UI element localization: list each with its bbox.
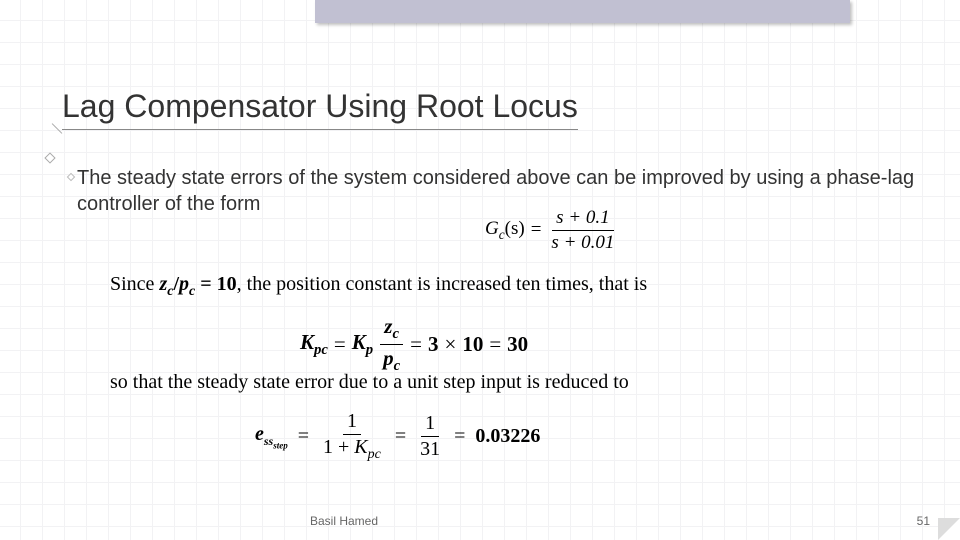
kpc-times: ×: [444, 332, 456, 357]
gc-num: s + 0.1: [552, 207, 613, 231]
ess-eq1: =: [298, 425, 309, 448]
since-suffix: , the position constant is increased ten…: [237, 273, 647, 295]
ess-num1: 1: [343, 410, 361, 435]
ess-den1-K: K: [354, 436, 367, 458]
kpc-eq1: =: [334, 332, 346, 357]
top-banner: [315, 0, 850, 23]
since-paragraph: Since zc/pc = 10, the position constant …: [110, 273, 647, 300]
gc-eq: =: [531, 219, 542, 241]
kpc-pc1: pc: [314, 342, 328, 358]
ess-step: step: [273, 440, 288, 450]
ess-eq2: =: [395, 425, 406, 448]
so-that-paragraph: so that the steady state error due to a …: [110, 371, 629, 394]
since-val: 10: [217, 273, 237, 295]
gc-arg: (s): [505, 218, 525, 239]
kpc-3: 3: [428, 332, 439, 357]
since-pc: p: [179, 273, 189, 295]
gc-den: s + 0.01: [547, 231, 618, 254]
formula-kpc: Kpc = Kp zc pc = 3 × 10 = 30: [300, 314, 528, 375]
ess-den1-pc: pc: [368, 447, 381, 462]
corner-fold-icon: [938, 518, 960, 540]
kpc-frac-den: p: [383, 346, 394, 370]
slide-title: Lag Compensator Using Root Locus: [62, 88, 578, 130]
ess-den2: 31: [416, 437, 444, 461]
kpc-frac-num-sub: c: [392, 326, 399, 342]
formula-ess: essstep = 1 1 + Kpc = 1 31 = 0.03226: [255, 410, 540, 463]
ess-result: 0.03226: [475, 425, 540, 448]
ess-ss: ss: [264, 434, 273, 448]
formula-gc: Gc(s) = s + 0.1 s + 0.01: [485, 207, 618, 254]
ess-num2: 1: [421, 412, 439, 437]
footer-page-number: 51: [917, 514, 930, 528]
kpc-10: 10: [462, 332, 483, 357]
since-prefix: Since: [110, 273, 159, 295]
kpc-eq3: =: [489, 332, 501, 357]
ess-eq3: =: [454, 425, 465, 448]
since-eq: =: [195, 273, 216, 295]
ess-den1-pre: 1 +: [323, 436, 354, 458]
kpc-eq2: =: [410, 332, 422, 357]
kpc-30: 30: [507, 332, 528, 357]
kpc-K2: K: [352, 330, 366, 354]
footer-author: Basil Hamed: [310, 514, 378, 528]
kpc-K1: K: [300, 330, 314, 354]
gc-G: G: [485, 218, 499, 239]
kpc-p: p: [366, 342, 373, 358]
ess-e: e: [255, 423, 264, 445]
